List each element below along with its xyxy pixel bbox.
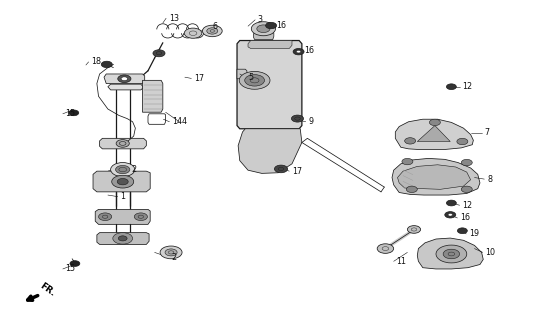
Polygon shape xyxy=(93,171,150,192)
Circle shape xyxy=(117,179,128,185)
Circle shape xyxy=(69,110,79,116)
Circle shape xyxy=(121,77,128,81)
Text: 16: 16 xyxy=(460,213,470,222)
Polygon shape xyxy=(253,32,274,40)
Circle shape xyxy=(293,49,304,55)
Text: 6: 6 xyxy=(212,22,217,31)
Text: 12: 12 xyxy=(462,201,473,210)
Circle shape xyxy=(404,138,415,144)
Circle shape xyxy=(245,75,264,86)
Circle shape xyxy=(239,71,270,89)
Text: 2: 2 xyxy=(131,165,136,174)
Polygon shape xyxy=(392,158,480,195)
Polygon shape xyxy=(108,84,144,90)
Circle shape xyxy=(99,213,112,220)
Polygon shape xyxy=(95,209,150,224)
Circle shape xyxy=(202,25,222,37)
Circle shape xyxy=(296,50,301,53)
Circle shape xyxy=(291,115,304,122)
Circle shape xyxy=(134,213,148,220)
Text: 8: 8 xyxy=(487,175,492,184)
Text: 11: 11 xyxy=(396,257,407,266)
Text: 4: 4 xyxy=(182,117,187,126)
Polygon shape xyxy=(143,80,163,112)
Circle shape xyxy=(113,233,133,244)
Polygon shape xyxy=(248,41,292,49)
Circle shape xyxy=(274,165,288,173)
Circle shape xyxy=(446,84,456,90)
Circle shape xyxy=(251,22,276,36)
Circle shape xyxy=(402,158,413,165)
Circle shape xyxy=(461,159,472,166)
Circle shape xyxy=(457,228,467,234)
Circle shape xyxy=(153,50,165,57)
Text: 10: 10 xyxy=(485,248,495,257)
Polygon shape xyxy=(104,74,145,84)
Text: 3: 3 xyxy=(258,15,263,24)
Circle shape xyxy=(457,138,468,145)
Text: 9: 9 xyxy=(309,117,314,126)
Text: 17: 17 xyxy=(292,167,302,176)
Circle shape xyxy=(184,28,202,38)
Text: 2: 2 xyxy=(171,253,176,262)
Polygon shape xyxy=(97,233,149,244)
Polygon shape xyxy=(397,165,471,189)
Circle shape xyxy=(436,245,467,263)
Polygon shape xyxy=(395,119,473,149)
Text: 19: 19 xyxy=(469,229,479,238)
Text: 12: 12 xyxy=(462,82,473,91)
Text: 15: 15 xyxy=(66,264,75,274)
Text: 16: 16 xyxy=(277,21,287,30)
Text: 7: 7 xyxy=(484,128,489,137)
Text: 13: 13 xyxy=(169,14,179,23)
Circle shape xyxy=(445,212,456,218)
Circle shape xyxy=(377,244,393,253)
Circle shape xyxy=(446,200,456,206)
Circle shape xyxy=(207,28,218,34)
Text: 16: 16 xyxy=(305,45,315,55)
Polygon shape xyxy=(417,238,483,269)
Circle shape xyxy=(429,119,440,125)
Circle shape xyxy=(116,140,129,147)
Circle shape xyxy=(118,75,131,83)
Circle shape xyxy=(101,61,112,68)
Text: 5: 5 xyxy=(248,73,253,82)
Circle shape xyxy=(118,236,127,241)
Circle shape xyxy=(461,186,472,193)
Text: 18: 18 xyxy=(91,57,101,66)
Text: 15: 15 xyxy=(66,109,75,118)
Circle shape xyxy=(407,226,420,233)
Polygon shape xyxy=(237,69,247,79)
Circle shape xyxy=(448,213,452,216)
Circle shape xyxy=(257,25,270,33)
Polygon shape xyxy=(238,129,302,173)
Circle shape xyxy=(266,22,277,29)
Circle shape xyxy=(116,165,130,174)
Text: 14: 14 xyxy=(172,117,182,126)
Text: FR.: FR. xyxy=(38,281,57,298)
Circle shape xyxy=(406,186,417,193)
Polygon shape xyxy=(100,138,147,149)
Polygon shape xyxy=(417,125,450,141)
Polygon shape xyxy=(237,41,302,129)
Circle shape xyxy=(443,249,460,259)
Circle shape xyxy=(111,163,135,177)
Text: 17: 17 xyxy=(194,74,204,83)
Circle shape xyxy=(160,246,182,259)
Text: 1: 1 xyxy=(121,192,126,201)
Circle shape xyxy=(165,249,177,256)
Circle shape xyxy=(112,175,134,188)
Circle shape xyxy=(70,261,80,267)
